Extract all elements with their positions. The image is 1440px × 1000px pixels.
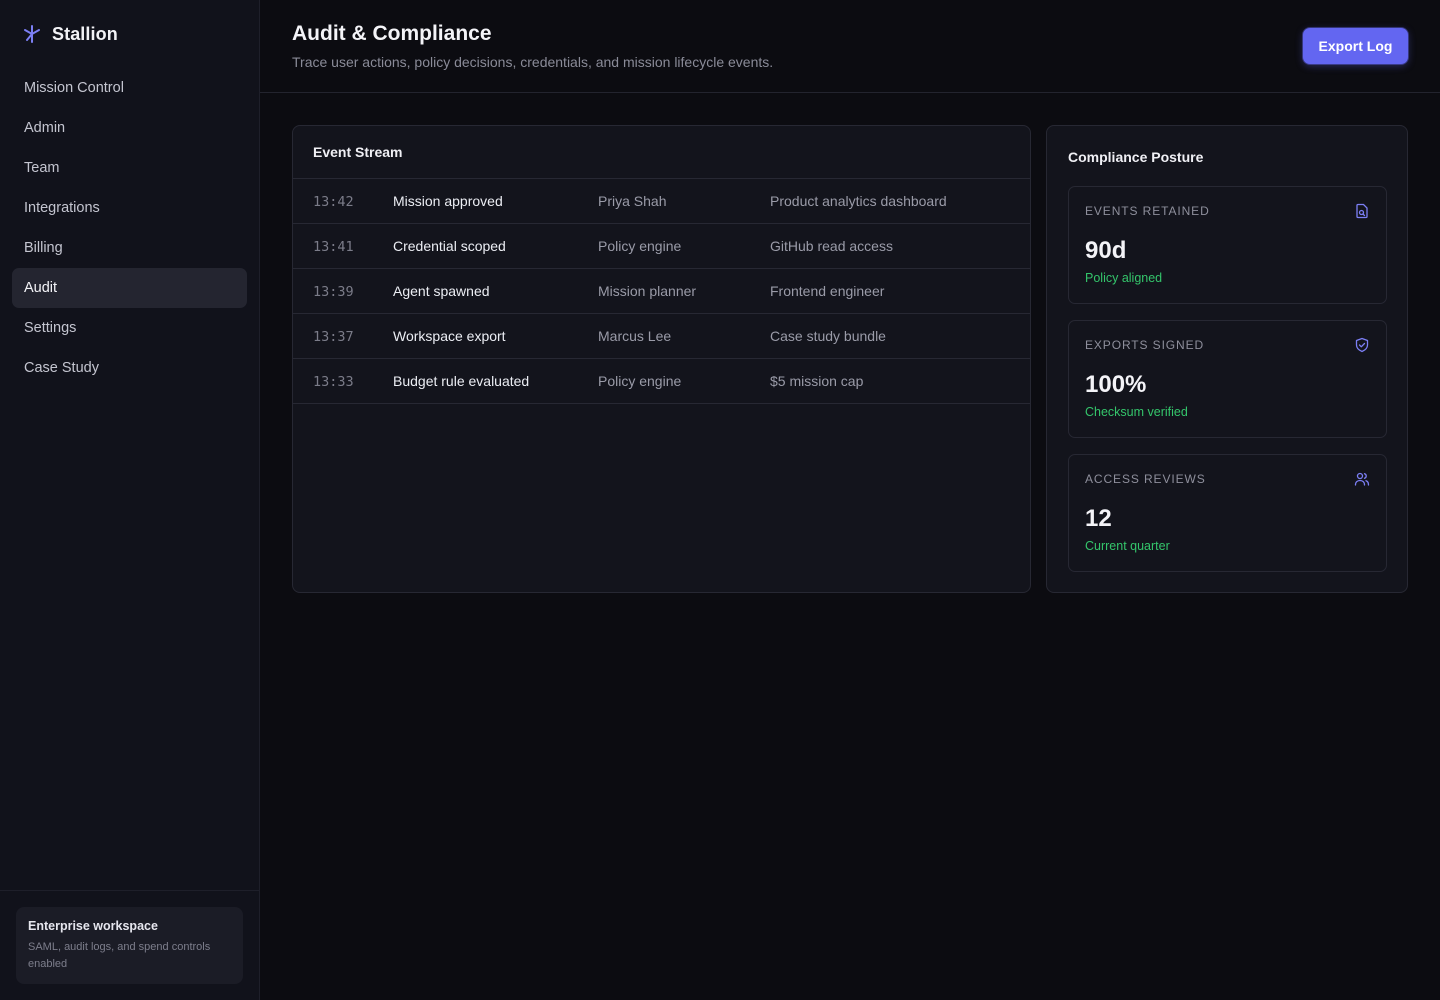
metric-label: EXPORTS SIGNED — [1085, 338, 1205, 352]
event-row[interactable]: 13:39 Agent spawned Mission planner Fron… — [293, 269, 1030, 314]
metric-note: Current quarter — [1085, 539, 1170, 553]
users-icon — [1354, 472, 1370, 486]
event-row[interactable]: 13:37 Workspace export Marcus Lee Case s… — [293, 314, 1030, 359]
event-time: 13:39 — [313, 284, 354, 300]
sidebar-item-label: Settings — [24, 320, 77, 336]
metric-label: ACCESS REVIEWS — [1085, 472, 1206, 486]
metric-card-events-retained: EVENTS RETAINED 90d Policy aligned — [1068, 186, 1387, 304]
sidebar-item-admin[interactable]: Admin — [12, 108, 247, 148]
export-log-button[interactable]: Export Log — [1303, 28, 1408, 64]
event-actor: Policy engine — [598, 238, 682, 254]
metric-value: 90d — [1085, 237, 1127, 264]
sidebar-item-label: Mission Control — [24, 80, 124, 96]
event-actor: Marcus Lee — [598, 328, 672, 344]
sidebar-item-label: Billing — [24, 240, 63, 256]
event-row[interactable]: 13:42 Mission approved Priya Shah Produc… — [293, 179, 1030, 224]
sidebar-divider — [0, 890, 259, 891]
page-subtitle: Trace user actions, policy decisions, cr… — [292, 54, 774, 70]
metric-value: 12 — [1085, 505, 1112, 532]
metric-card-access-reviews: ACCESS REVIEWS 12 Current quarter — [1068, 454, 1387, 572]
sidebar-item-label: Admin — [24, 120, 66, 136]
event-actor: Mission planner — [598, 283, 697, 299]
event-stream-title: Event Stream — [313, 144, 403, 160]
event-name: Agent spawned — [393, 283, 490, 299]
page-header: Audit & Compliance Trace user actions, p… — [260, 0, 1440, 93]
sidebar: Stallion Mission Control Admin Team Inte… — [0, 0, 260, 1000]
event-actor: Policy engine — [598, 373, 682, 389]
compliance-posture-title: Compliance Posture — [1068, 149, 1204, 165]
event-target: GitHub read access — [770, 238, 893, 254]
workspace-title: Enterprise workspace — [28, 919, 158, 933]
sidebar-item-settings[interactable]: Settings — [12, 308, 247, 348]
sidebar-item-mission-control[interactable]: Mission Control — [12, 68, 247, 108]
sidebar-item-billing[interactable]: Billing — [12, 228, 247, 268]
metric-label: EVENTS RETAINED — [1085, 204, 1210, 218]
brand[interactable]: Stallion — [22, 22, 118, 46]
event-row[interactable]: 13:41 Credential scoped Policy engine Gi… — [293, 224, 1030, 269]
event-time: 13:37 — [313, 329, 354, 345]
shield-check-icon — [1355, 337, 1369, 353]
sidebar-item-label: Team — [24, 160, 60, 176]
workspace-description: SAML, audit logs, and spend controls ena… — [28, 941, 211, 970]
event-actor: Priya Shah — [598, 193, 667, 209]
metric-card-exports-signed: EXPORTS SIGNED 100% Checksum verified — [1068, 320, 1387, 438]
metric-note: Checksum verified — [1085, 405, 1188, 419]
sidebar-item-audit[interactable]: Audit — [12, 268, 247, 308]
workspace-card: Enterprise workspace SAML, audit logs, a… — [16, 907, 243, 984]
app-name: Stallion — [52, 23, 118, 44]
event-time: 13:33 — [313, 374, 354, 390]
event-name: Mission approved — [393, 193, 503, 209]
sidebar-item-label: Case Study — [24, 360, 99, 376]
event-target: Case study bundle — [770, 328, 886, 344]
event-target: Product analytics dashboard — [770, 193, 947, 209]
event-time: 13:42 — [313, 194, 354, 210]
page-title: Audit & Compliance — [292, 22, 492, 45]
sidebar-item-label: Integrations — [24, 200, 100, 216]
event-name: Workspace export — [393, 328, 506, 344]
sidebar-item-case-study[interactable]: Case Study — [12, 348, 247, 388]
event-stream-panel: Event Stream 13:42 Mission approved Priy… — [292, 125, 1031, 593]
event-time: 13:41 — [313, 239, 354, 255]
compliance-posture-panel: Compliance Posture EVENTS RETAINED 90d P… — [1046, 125, 1408, 593]
file-search-icon — [1356, 203, 1368, 219]
event-name: Budget rule evaluated — [393, 373, 530, 389]
panel-divider — [293, 178, 1030, 179]
stallion-logo-icon — [24, 25, 40, 43]
metric-note: Policy aligned — [1085, 271, 1163, 285]
event-row[interactable]: 13:33 Budget rule evaluated Policy engin… — [293, 359, 1030, 404]
event-target: $5 mission cap — [770, 373, 864, 389]
metric-value: 100% — [1085, 371, 1147, 398]
event-name: Credential scoped — [393, 238, 506, 254]
event-list: 13:42 Mission approved Priya Shah Produc… — [293, 179, 1030, 404]
event-target: Frontend engineer — [770, 283, 885, 299]
sidebar-item-label: Audit — [24, 280, 58, 296]
sidebar-nav: Mission Control Admin Team Integrations … — [12, 68, 247, 388]
sidebar-item-team[interactable]: Team — [12, 148, 247, 188]
sidebar-item-integrations[interactable]: Integrations — [12, 188, 247, 228]
